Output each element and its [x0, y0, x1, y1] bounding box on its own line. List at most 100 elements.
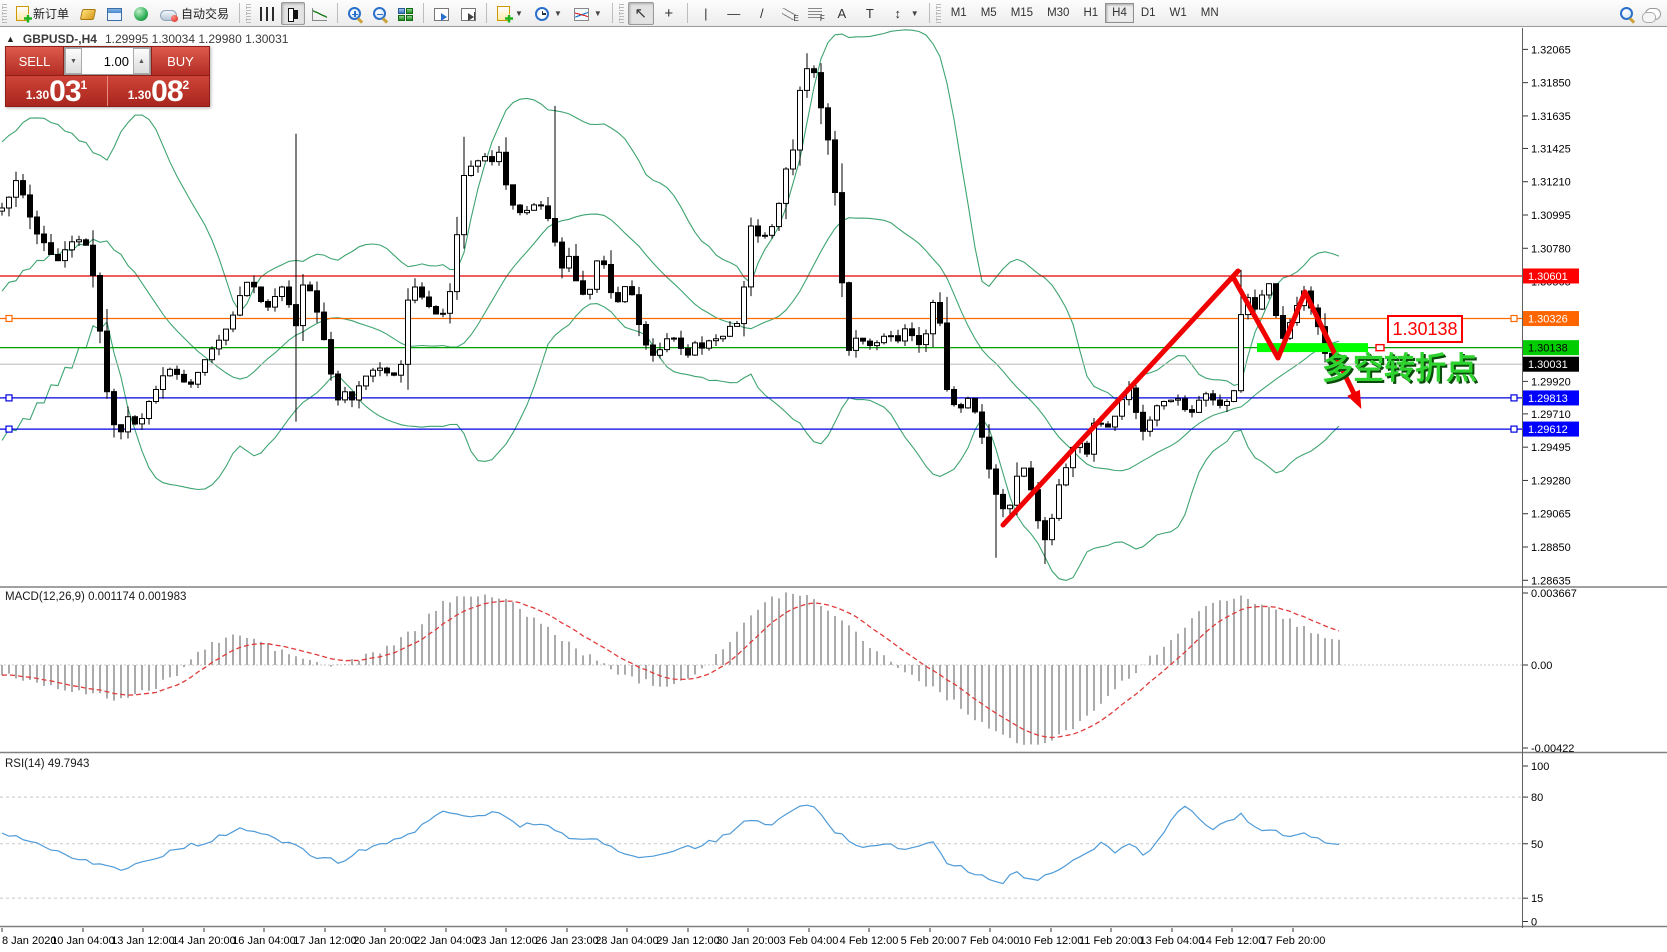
timeframe-mn-button[interactable]: MN [1200, 7, 1219, 19]
indicators-button[interactable]: ▼ [569, 2, 607, 25]
buy-price[interactable]: 1.30 08 2 [108, 76, 209, 107]
auto-scroll-button[interactable] [429, 2, 454, 25]
tile-windows-button[interactable] [393, 2, 418, 25]
candle-body [1028, 467, 1034, 491]
timeframe-h1-button[interactable]: H1 [1083, 7, 1099, 19]
candle-body [174, 368, 180, 375]
candle-body [594, 260, 600, 290]
candle-body [895, 335, 901, 342]
toolbar-gripper[interactable] [618, 3, 624, 23]
level-handle[interactable] [5, 425, 13, 433]
toolbar-gripper[interactable] [935, 3, 941, 23]
price-tag-handle[interactable] [1375, 343, 1385, 352]
text-tool-button[interactable]: A [829, 2, 855, 25]
candle-body [496, 151, 502, 163]
candle-body [692, 342, 698, 356]
candle-body [272, 296, 278, 308]
candlestick-chart-button[interactable] [281, 1, 306, 25]
candle-body [1035, 489, 1041, 522]
level-handle[interactable] [1510, 394, 1518, 402]
candle-body [783, 168, 789, 204]
cursor-tool-button[interactable]: ↖ [627, 1, 654, 25]
sell-button[interactable]: SELL [6, 47, 64, 75]
volume-input[interactable] [82, 48, 133, 74]
volume-down-button[interactable]: ▼ [65, 48, 82, 74]
vertical-line-tool-button[interactable]: | [693, 2, 719, 25]
sell-price[interactable]: 1.30 03 1 [6, 76, 108, 107]
level-handle[interactable] [5, 394, 13, 402]
time-label: 29 Jan 12:00 [656, 935, 720, 947]
chat-button[interactable] [1640, 2, 1666, 25]
green-highlight-bar[interactable] [1257, 343, 1368, 353]
trend-line-zigzag[interactable] [1230, 274, 1360, 403]
horizontal-line-tool-button[interactable]: — [721, 2, 747, 25]
label-tool-button[interactable]: T [857, 2, 883, 25]
collapse-panel-icon[interactable]: ▲ [6, 34, 15, 44]
candlesticks [0, 53, 1342, 564]
timeframe-w1-button[interactable]: W1 [1169, 7, 1187, 19]
chart-shift-button[interactable] [456, 2, 481, 25]
arrows-tool-button[interactable]: ↕ ▼ [885, 2, 924, 25]
candle-body [195, 371, 201, 385]
timeframe-h4-button[interactable]: H4 [1105, 3, 1134, 23]
timeframe-m5-button[interactable]: M5 [980, 7, 997, 19]
channel-tool-button[interactable]: E [777, 2, 801, 25]
candle-body [321, 311, 327, 341]
candle-body [790, 149, 796, 170]
candle-body [1182, 398, 1188, 411]
toolbar-gripper[interactable] [2, 3, 7, 23]
cursor-icon: ↖ [634, 5, 648, 22]
search-button[interactable] [1615, 2, 1638, 25]
new-template-button[interactable]: ▼ [492, 2, 528, 25]
timeframe-d1-button[interactable]: D1 [1140, 7, 1156, 19]
candle-body [377, 367, 383, 371]
time-label: 7 Feb 04:00 [961, 935, 1020, 947]
new-order-button[interactable]: 新订单 [11, 2, 74, 25]
timeframe-m15-button[interactable]: M15 [1010, 7, 1034, 19]
line-chart-button[interactable] [307, 2, 332, 25]
period-button[interactable]: ▼ [530, 2, 567, 25]
candle-body [279, 286, 285, 297]
autotrading-button[interactable]: 自动交易 [155, 2, 234, 25]
time-label: 26 Jan 23:00 [535, 935, 599, 947]
candle-body [1133, 387, 1139, 413]
chart-gold-icon [79, 9, 97, 20]
candle-body [650, 344, 656, 356]
trend-line-up[interactable] [1000, 268, 1241, 528]
time-label: 3 Feb 04:00 [780, 935, 839, 947]
new-window-button[interactable] [102, 2, 127, 25]
candle-body [1217, 399, 1223, 406]
candle-body [300, 284, 306, 327]
price-marker-1.30031 [1523, 356, 1579, 372]
charts-button[interactable] [76, 2, 100, 25]
macd-signal-line [1, 600, 1340, 739]
autotrading-label: 自动交易 [181, 6, 230, 21]
level-handle[interactable] [1510, 314, 1518, 323]
level-handle[interactable] [1510, 425, 1518, 433]
market-watch-button[interactable] [129, 2, 153, 25]
fibonacci-tool-button[interactable]: F [803, 2, 827, 25]
crosshair-tool-button[interactable]: + [656, 2, 682, 25]
candle-body [685, 347, 691, 356]
toolbar-group-timeframes: M1 M5 M15 M30 H1 H4 D1 W1 MN [934, 0, 1226, 27]
level-handle[interactable] [5, 314, 13, 323]
bar-chart-button[interactable] [255, 2, 279, 25]
buy-button[interactable]: BUY [151, 47, 209, 75]
timeframe-m30-button[interactable]: M30 [1047, 7, 1070, 19]
volume-up-button[interactable]: ▲ [133, 48, 150, 74]
zoom-in-button[interactable] [343, 2, 366, 25]
chart-canvas[interactable]: 1.30138多空转折点多空转折点1.320651.318501.316351.… [0, 28, 1667, 952]
trendline-tool-button[interactable]: / [749, 2, 775, 25]
toolbar-gripper[interactable] [246, 3, 252, 23]
candle-body [209, 348, 215, 361]
time-label: 13 Jan 12:00 [111, 935, 175, 947]
zoom-out-button[interactable] [368, 2, 391, 25]
clock-icon [534, 6, 549, 21]
price-tag-box[interactable] [1387, 315, 1463, 343]
zoom-in-icon [348, 7, 362, 20]
sphere-icon [134, 6, 149, 21]
time-label: 30 Jan 20:00 [716, 935, 780, 947]
timeframe-m1-button[interactable]: M1 [950, 7, 967, 19]
